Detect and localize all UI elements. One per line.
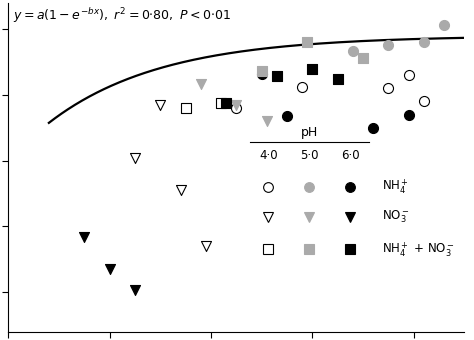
Point [359, 55, 367, 61]
Point [283, 113, 291, 119]
Point [233, 103, 240, 108]
Text: 6·0: 6·0 [341, 149, 360, 162]
Point [349, 49, 357, 54]
Point [273, 74, 281, 79]
Point [222, 100, 230, 105]
Point [202, 243, 210, 249]
Text: NH$_4^+$: NH$_4^+$ [383, 177, 409, 197]
Point [405, 72, 412, 78]
Text: NH$_4^+$ + NO$_3^-$: NH$_4^+$ + NO$_3^-$ [383, 240, 455, 259]
Point [384, 42, 392, 48]
Point [263, 118, 271, 124]
Point [131, 287, 139, 292]
Text: 4·0: 4·0 [259, 149, 278, 162]
Point [106, 266, 113, 271]
Point [405, 112, 412, 117]
Text: $y = a(1-e^{-bx}),\ r^2 = 0{\cdot}80,\ P < 0{\cdot}01$: $y = a(1-e^{-bx}),\ r^2 = 0{\cdot}80,\ P… [13, 6, 231, 25]
Point [303, 39, 311, 45]
Point [197, 82, 205, 87]
Point [420, 39, 428, 45]
Point [218, 100, 225, 105]
Text: pH: pH [301, 126, 318, 139]
Text: 5·0: 5·0 [300, 149, 319, 162]
Point [81, 234, 88, 240]
Point [233, 105, 240, 111]
Point [156, 103, 164, 108]
Point [384, 86, 392, 91]
Point [420, 99, 428, 104]
Point [334, 76, 341, 82]
Point [299, 84, 306, 90]
Point [182, 105, 190, 111]
Point [258, 68, 265, 74]
Point [369, 125, 377, 131]
Point [177, 187, 184, 192]
Text: NO$_3^-$: NO$_3^-$ [383, 208, 410, 225]
Point [258, 71, 265, 76]
Point [309, 66, 316, 71]
Point [131, 155, 139, 161]
Point [440, 22, 448, 28]
